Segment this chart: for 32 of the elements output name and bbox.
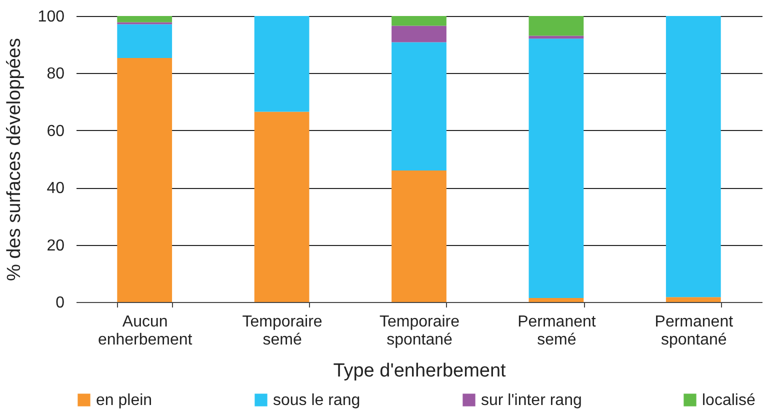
bar [528,38,584,298]
y-axis-title: % des surfaces développées [4,38,25,281]
y-tick-label: 40 [46,180,65,198]
legend-label: en plein [96,392,152,409]
y-tick-label: 60 [46,122,65,140]
y-tick-label: 100 [38,8,65,26]
bar [392,42,446,170]
bar [392,16,446,26]
x-tick-label: Temporaire spontané [379,314,460,348]
bar [528,36,584,39]
bar [117,24,172,58]
bar [117,16,172,22]
bar [528,298,584,302]
bar [117,58,172,302]
bar [666,16,721,298]
x-tick-label: Aucun enherbement [98,314,193,348]
x-axis-title: Type d'enherbement [333,360,507,382]
y-tick-label: 0 [56,294,65,312]
bar [392,26,446,42]
legend-label: sous le rang [273,392,360,409]
bar [666,297,721,302]
x-tick-label: Permanent semé [518,314,596,348]
bar [392,170,446,302]
y-tick-label: 80 [46,66,65,83]
legend-label: localisé [702,392,756,409]
y-tick-label: 20 [46,237,65,254]
bar [528,16,584,36]
x-tick-label: Permanent spontané [654,314,734,348]
legend-label: sur l'inter rang [481,392,582,409]
bar [254,16,310,112]
x-tick-label: Temporaire semé [242,314,322,348]
bar [254,112,310,302]
